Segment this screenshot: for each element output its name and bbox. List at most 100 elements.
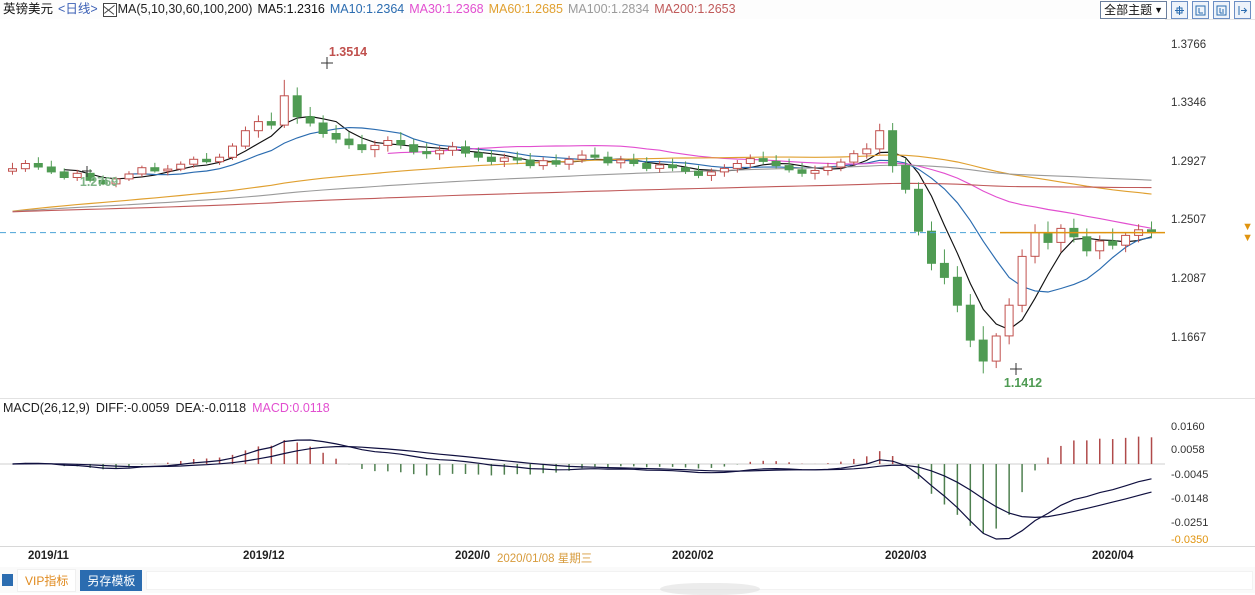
- candle-body: [668, 164, 678, 169]
- low-marker-icon: [1010, 363, 1022, 375]
- candle-body: [396, 140, 406, 146]
- candle-body: [189, 158, 199, 165]
- candle-body: [499, 157, 509, 162]
- candle-body: [150, 167, 160, 172]
- candle-body: [875, 130, 885, 150]
- window-shadow: [660, 583, 760, 595]
- candle-body: [952, 276, 962, 306]
- candle-body: [20, 163, 30, 170]
- candle-body: [939, 262, 949, 278]
- candle-body: [111, 178, 121, 185]
- candle-body: [991, 335, 1001, 362]
- macd-title[interactable]: MACD(26,12,9): [3, 401, 90, 415]
- candle-body: [758, 158, 768, 162]
- chevron-down-icon: ▼: [1154, 4, 1163, 15]
- candle-body: [266, 121, 276, 126]
- candle-body: [72, 172, 82, 179]
- candle-body: [1004, 304, 1014, 337]
- macd-dea-value: DEA:-0.0118: [175, 401, 247, 415]
- candle-body: [98, 179, 108, 185]
- candle-body: [927, 230, 936, 264]
- candle-body: [965, 304, 975, 341]
- candle-body: [694, 170, 703, 176]
- fit-left-icon[interactable]: [1192, 1, 1209, 19]
- candle-body: [810, 170, 820, 174]
- ma-line-MA200: [12, 182, 1152, 213]
- candle-body: [305, 116, 315, 124]
- tab-save-template[interactable]: 另存模板: [80, 569, 143, 591]
- candle-body: [370, 144, 380, 151]
- candle-body: [732, 163, 742, 169]
- candle-body: [1056, 227, 1066, 243]
- candle-body: [784, 165, 794, 171]
- period-label[interactable]: <日线>: [58, 2, 98, 16]
- ma-params-label: MA(5,10,30,60,100,200): [117, 2, 253, 16]
- ma-line-MA5: [64, 115, 1152, 331]
- candle-body: [85, 172, 95, 181]
- price-tick-5: 1.1667: [1171, 331, 1207, 344]
- candle-body: [344, 138, 354, 146]
- low-price-annotation: 1.1412: [1004, 376, 1042, 390]
- crosshair-move-icon[interactable]: [1171, 1, 1188, 19]
- candle-body: [163, 168, 173, 172]
- macd-tick-5: -0.0350: [1171, 534, 1209, 546]
- price-chart-panel[interactable]: 1.3514 1.1412 1.2769: [0, 19, 1165, 396]
- candle-body: [564, 158, 574, 165]
- symbol-name[interactable]: 英镑美元: [3, 2, 54, 16]
- high-marker-icon: [321, 57, 333, 69]
- candle-body: [914, 188, 923, 232]
- macd-hist-value: MACD:0.0118: [252, 401, 330, 415]
- ma100-value: MA100:1.2834: [567, 2, 650, 16]
- candle-body: [176, 163, 186, 170]
- candle-body: [823, 166, 833, 171]
- candle-body: [551, 160, 561, 165]
- ma10-value: MA10:1.2364: [329, 2, 405, 16]
- macd-diff-value: DIFF:-0.0059: [95, 401, 170, 415]
- candle-body: [409, 144, 419, 153]
- candle-body: [681, 167, 690, 172]
- candle-body: [849, 153, 859, 163]
- candle-body: [1108, 240, 1118, 246]
- candle-body: [1030, 232, 1040, 257]
- candle-body: [331, 133, 341, 140]
- price-tick-4: 1.2087: [1171, 273, 1207, 286]
- tab-vip-indicator[interactable]: VIP指标: [17, 568, 77, 592]
- macd-dea-line: [12, 446, 1152, 519]
- time-axis: 2020/04 2020/03 2020/02 2020/0 2019/12 2019/1…: [0, 546, 1255, 568]
- ma60-value: MA60:1.2685: [488, 2, 563, 16]
- macd-tick-1: 0.0058: [1171, 444, 1205, 457]
- price-axis: 1.3766 1.3346 1.2927 1.2507 1.2087 1.1667: [1165, 19, 1255, 396]
- theme-select[interactable]: 全部主题 ▼: [1100, 1, 1167, 19]
- candle-body: [901, 165, 911, 190]
- candle-body: [888, 130, 898, 167]
- candle-body: [202, 158, 212, 163]
- ma200-value: MA200:1.2653: [654, 2, 736, 16]
- price-tick-0: 1.3766: [1171, 38, 1207, 51]
- fit-right-icon[interactable]: [1213, 1, 1230, 19]
- mid-marker-icon: [82, 166, 92, 177]
- candle-body: [512, 157, 522, 161]
- theme-select-label: 全部主题: [1104, 2, 1153, 17]
- price-tick-1: 1.3346: [1171, 97, 1207, 110]
- macd-tick-2: -0.0045: [1171, 468, 1209, 481]
- candle-body: [292, 95, 302, 118]
- panel-toggle-icon[interactable]: [2, 574, 13, 586]
- candle-body: [357, 144, 367, 151]
- candle-body: [279, 95, 289, 126]
- candle-body: [59, 171, 69, 178]
- price-tick-2: 1.2927: [1171, 155, 1207, 168]
- macd-chart-panel[interactable]: [0, 416, 1165, 546]
- price-tick-3: 1.2507: [1171, 214, 1207, 227]
- candle-body: [1017, 255, 1027, 306]
- candle-body: [1082, 236, 1092, 252]
- crosshair-date-label: 2020/01/08 星期三: [497, 553, 593, 565]
- macd-tick-0: 0.0160: [1171, 420, 1205, 433]
- candle-body: [383, 140, 393, 146]
- candle-body: [461, 146, 470, 154]
- ma-overlay-icon[interactable]: [102, 2, 117, 17]
- macd-diff-line: [12, 439, 1152, 540]
- expand-right-icon[interactable]: [1234, 1, 1251, 19]
- candle-body: [318, 122, 328, 134]
- candle-body: [448, 146, 457, 151]
- ma30-value: MA30:1.2368: [409, 2, 484, 16]
